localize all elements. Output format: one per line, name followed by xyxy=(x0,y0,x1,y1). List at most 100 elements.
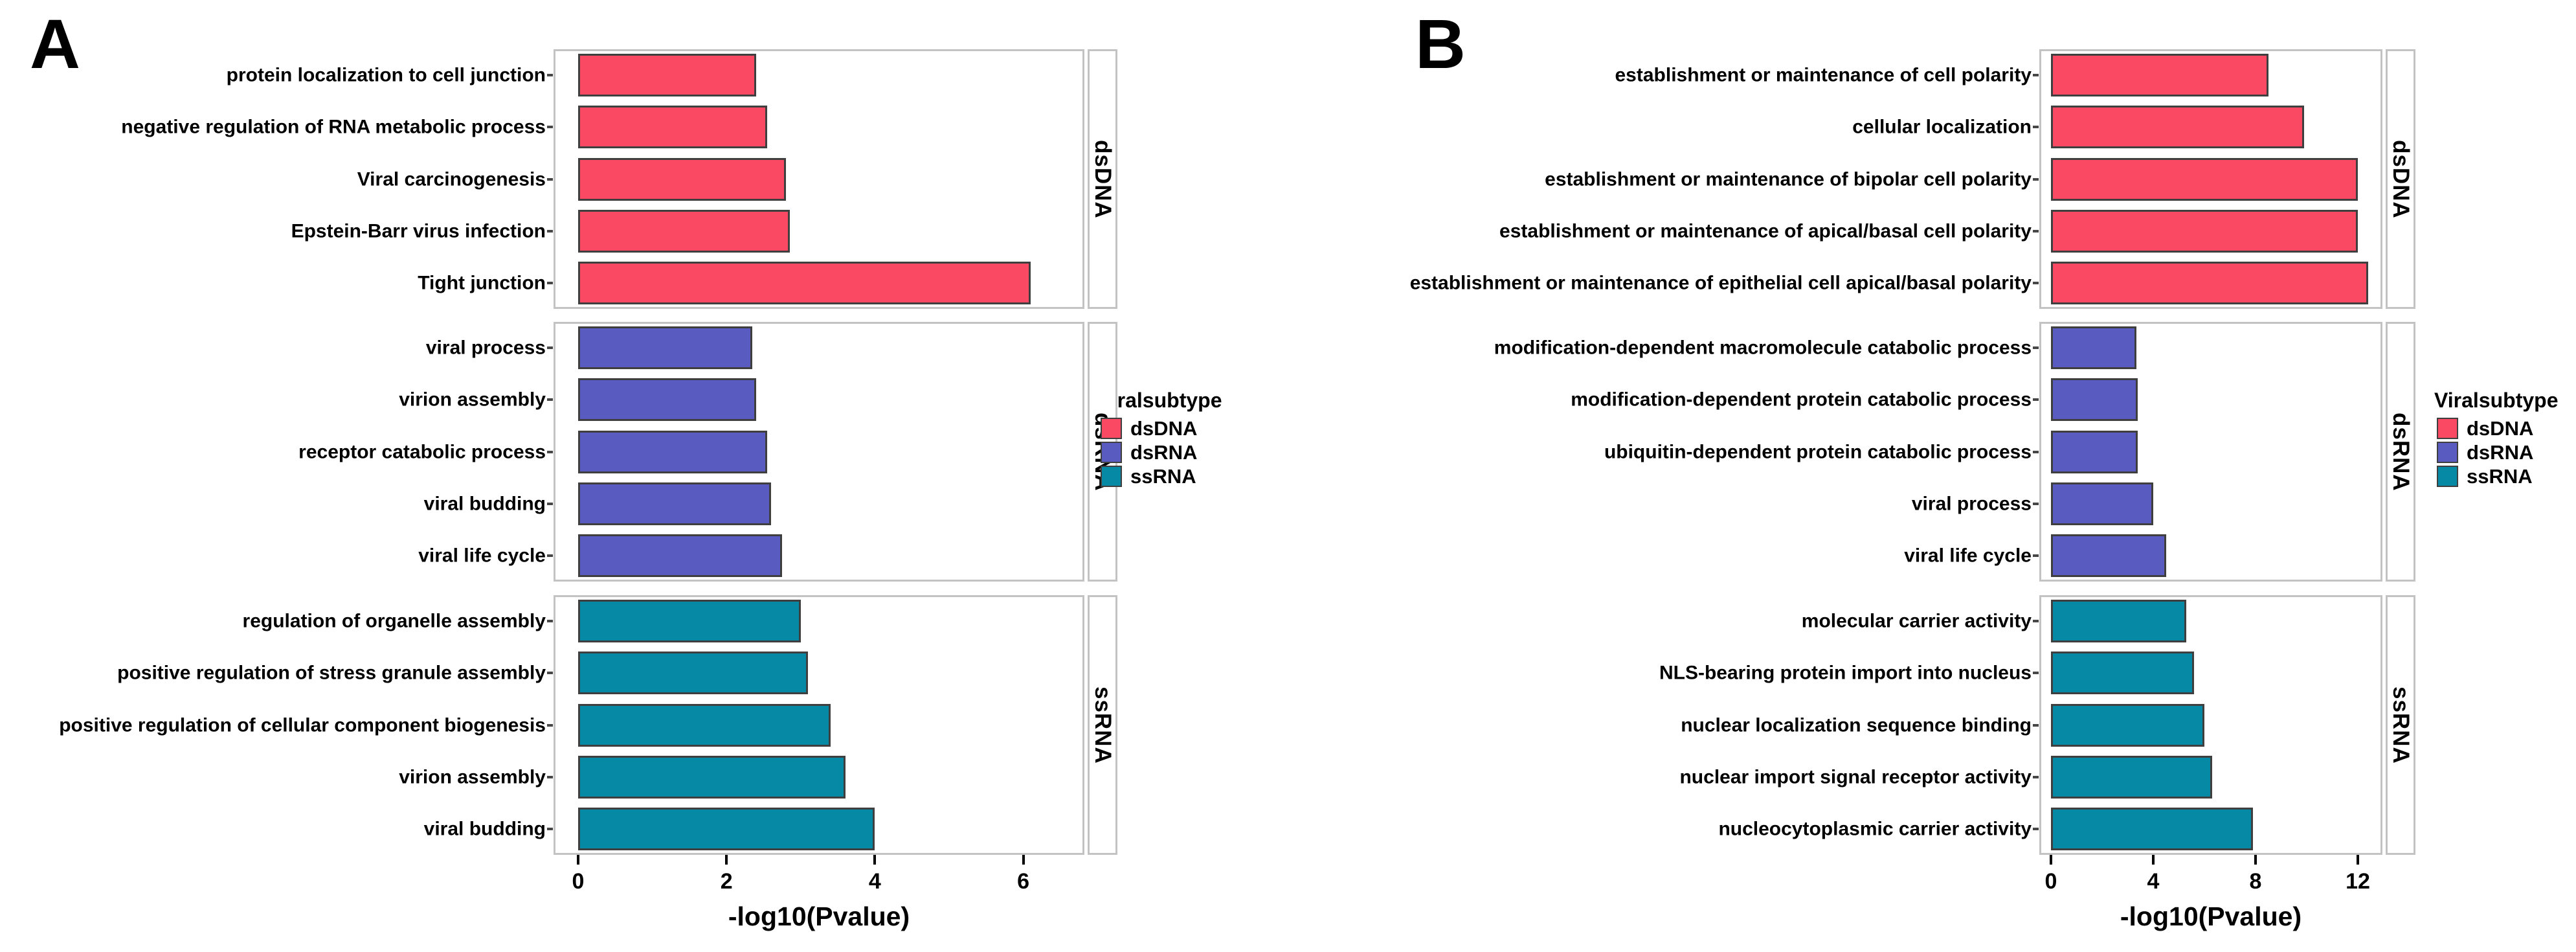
x-axis-tick xyxy=(725,855,728,865)
bar-b-dsRNA-4 xyxy=(2051,534,2166,577)
facet-strip-b-dsRNA: dsRNA xyxy=(2386,322,2415,582)
category-label: nuclear localization sequence binding xyxy=(1681,714,2032,736)
category-tick xyxy=(547,346,553,350)
legend-label-ssRNA: ssRNA xyxy=(2467,465,2533,488)
bar-a-dsDNA-3 xyxy=(578,209,790,253)
category-label: protein localization to cell junction xyxy=(226,64,546,86)
bar-b-dsDNA-3 xyxy=(2051,209,2358,253)
panel-b-x-axis-title: -log10(Pvalue) xyxy=(2120,901,2302,931)
legend-label-dsDNA: dsDNA xyxy=(2467,417,2534,440)
bar-b-ssRNA-4 xyxy=(2051,807,2254,850)
category-tick xyxy=(2033,450,2039,453)
x-axis-tick xyxy=(577,855,579,865)
bar-b-ssRNA-3 xyxy=(2051,755,2212,799)
category-label: negative regulation of RNA metabolic pro… xyxy=(121,116,546,138)
category-tick xyxy=(2033,502,2039,505)
x-axis-tick-label: 6 xyxy=(1017,869,1030,894)
category-tick xyxy=(2033,827,2039,830)
x-axis-tick xyxy=(2357,855,2359,865)
bar-b-dsRNA-2 xyxy=(2051,430,2138,473)
bar-a-dsDNA-1 xyxy=(578,106,768,149)
category-label: NLS-bearing protein import into nucleus xyxy=(1659,662,2032,684)
category-label: establishment or maintenance of cell pol… xyxy=(1615,64,2032,86)
bar-b-dsRNA-3 xyxy=(2051,482,2153,525)
panel-b-label: B xyxy=(1415,5,1466,83)
category-tick xyxy=(547,554,553,557)
category-tick xyxy=(2033,229,2039,232)
bar-a-dsRNA-0 xyxy=(578,326,753,370)
bar-a-dsDNA-0 xyxy=(578,54,757,97)
x-axis-tick-label: 0 xyxy=(2044,869,2057,894)
category-label: viral process xyxy=(425,337,546,359)
category-tick xyxy=(2033,398,2039,402)
facet-strip-label: dsDNA xyxy=(1090,139,1115,219)
category-tick xyxy=(2033,74,2039,77)
category-tick xyxy=(547,450,553,453)
category-label: Viral carcinogenesis xyxy=(357,168,546,190)
category-tick xyxy=(547,672,553,675)
bar-b-ssRNA-1 xyxy=(2051,652,2195,695)
panel-a-x-axis-title: -log10(Pvalue) xyxy=(728,901,910,931)
bar-b-dsDNA-2 xyxy=(2051,157,2358,201)
legend-label-dsDNA: dsDNA xyxy=(1130,417,1198,440)
legend-swatch-ssRNA xyxy=(1101,466,1122,487)
category-label: Tight junction xyxy=(418,272,546,294)
facet-strip-label: ssRNA xyxy=(2388,686,2414,764)
x-axis-tick-label: 0 xyxy=(572,869,585,894)
category-tick xyxy=(2033,620,2039,623)
panel-b-legend-title: Viralsubtype xyxy=(2434,389,2559,412)
category-tick xyxy=(547,723,553,727)
category-tick xyxy=(2033,554,2039,557)
category-label: positive regulation of cellular componen… xyxy=(59,714,546,736)
category-label: establishment or maintenance of bipolar … xyxy=(1545,168,2032,190)
bar-a-ssRNA-0 xyxy=(578,600,801,643)
category-label: regulation of organelle assembly xyxy=(242,610,546,632)
category-label: Epstein-Barr virus infection xyxy=(291,220,546,242)
category-label: receptor catabolic process xyxy=(298,440,546,462)
category-tick xyxy=(2033,775,2039,778)
facet-strip-a-ssRNA: ssRNA xyxy=(1088,595,1117,855)
category-label: nuclear import signal receptor activity xyxy=(1679,765,2032,788)
category-tick xyxy=(2033,126,2039,129)
bar-b-ssRNA-2 xyxy=(2051,703,2204,747)
category-label: virion assembly xyxy=(399,389,546,411)
x-axis-tick xyxy=(2050,855,2052,865)
legend-swatch-dsRNA xyxy=(2437,442,2458,463)
bar-b-dsRNA-0 xyxy=(2051,326,2137,370)
category-tick xyxy=(547,398,553,402)
category-tick xyxy=(547,74,553,77)
bar-b-dsDNA-0 xyxy=(2051,54,2268,97)
category-tick xyxy=(2033,346,2039,350)
legend-label-ssRNA: ssRNA xyxy=(1130,465,1196,488)
category-label: modification-dependent protein catabolic… xyxy=(1571,389,2032,411)
category-label: virion assembly xyxy=(399,765,546,788)
category-tick xyxy=(547,827,553,830)
category-tick xyxy=(547,126,553,129)
panel-a-legend-title: Viralsubtype xyxy=(1098,389,1222,412)
category-tick xyxy=(2033,672,2039,675)
category-label: viral budding xyxy=(423,818,546,840)
facet-strip-b-ssRNA: ssRNA xyxy=(2386,595,2415,855)
x-axis-tick-label: 2 xyxy=(720,869,733,894)
facet-strip-label: dsDNA xyxy=(2388,139,2414,219)
bar-a-dsDNA-4 xyxy=(578,261,1031,304)
category-tick xyxy=(547,775,553,778)
category-tick xyxy=(547,502,553,505)
x-axis-tick-label: 4 xyxy=(2147,869,2160,894)
bar-a-ssRNA-2 xyxy=(578,703,831,747)
category-label: viral life cycle xyxy=(1904,545,2032,567)
x-axis-tick-label: 8 xyxy=(2249,869,2262,894)
category-label: viral life cycle xyxy=(418,545,546,567)
bar-a-dsRNA-3 xyxy=(578,482,771,525)
category-label: establishment or maintenance of epitheli… xyxy=(1409,272,2032,294)
category-label: cellular localization xyxy=(1852,116,2032,138)
facet-strip-a-dsDNA: dsDNA xyxy=(1088,49,1117,309)
facet-strip-b-dsDNA: dsDNA xyxy=(2386,49,2415,309)
category-tick xyxy=(2033,281,2039,284)
category-tick xyxy=(547,281,553,284)
bar-a-ssRNA-1 xyxy=(578,652,809,695)
category-label: viral process xyxy=(1911,492,2032,514)
category-tick xyxy=(2033,177,2039,181)
category-label: establishment or maintenance of apical/b… xyxy=(1499,220,2032,242)
